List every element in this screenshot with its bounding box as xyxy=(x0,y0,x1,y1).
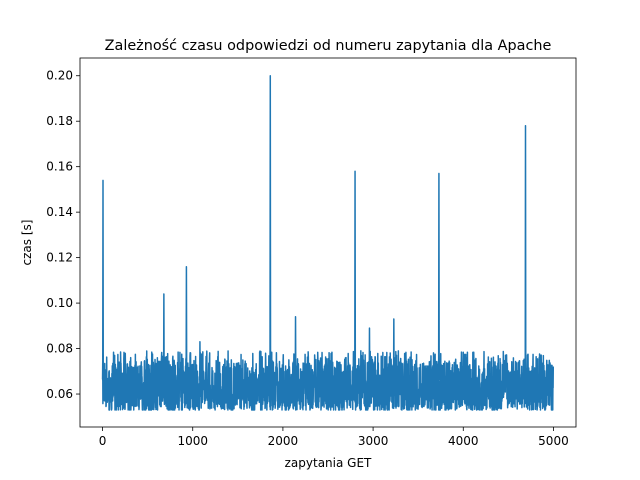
y-axis: 0.06 0.08 0.10 0.12 0.14 0.16 0.18 0.20 xyxy=(46,69,80,401)
y-axis-label: czas [s] xyxy=(20,220,34,266)
x-axis-label: zapytania GET xyxy=(285,456,372,470)
x-axis: 0 1000 2000 3000 4000 5000 xyxy=(99,427,569,448)
response-time-series-line xyxy=(101,74,555,411)
plot-area xyxy=(101,74,555,411)
y-tick-label: 0.16 xyxy=(46,160,73,174)
axes-frame xyxy=(79,57,577,428)
x-tick-label: 3000 xyxy=(358,434,389,448)
y-tick-label: 0.18 xyxy=(46,114,73,128)
x-tick-label: 0 xyxy=(99,434,107,448)
x-tick-label: 1000 xyxy=(177,434,208,448)
y-tick-label: 0.14 xyxy=(46,205,73,219)
x-tick-label: 4000 xyxy=(448,434,479,448)
chart-title: Zależność czasu odpowiedzi od numeru zap… xyxy=(105,38,552,54)
y-tick-label: 0.06 xyxy=(46,387,73,401)
y-tick-label: 0.08 xyxy=(46,342,73,356)
y-tick-label: 0.20 xyxy=(46,69,73,83)
x-tick-label: 2000 xyxy=(268,434,299,448)
y-tick-label: 0.10 xyxy=(46,296,73,310)
y-tick-label: 0.12 xyxy=(46,251,73,265)
x-tick-label: 5000 xyxy=(538,434,569,448)
